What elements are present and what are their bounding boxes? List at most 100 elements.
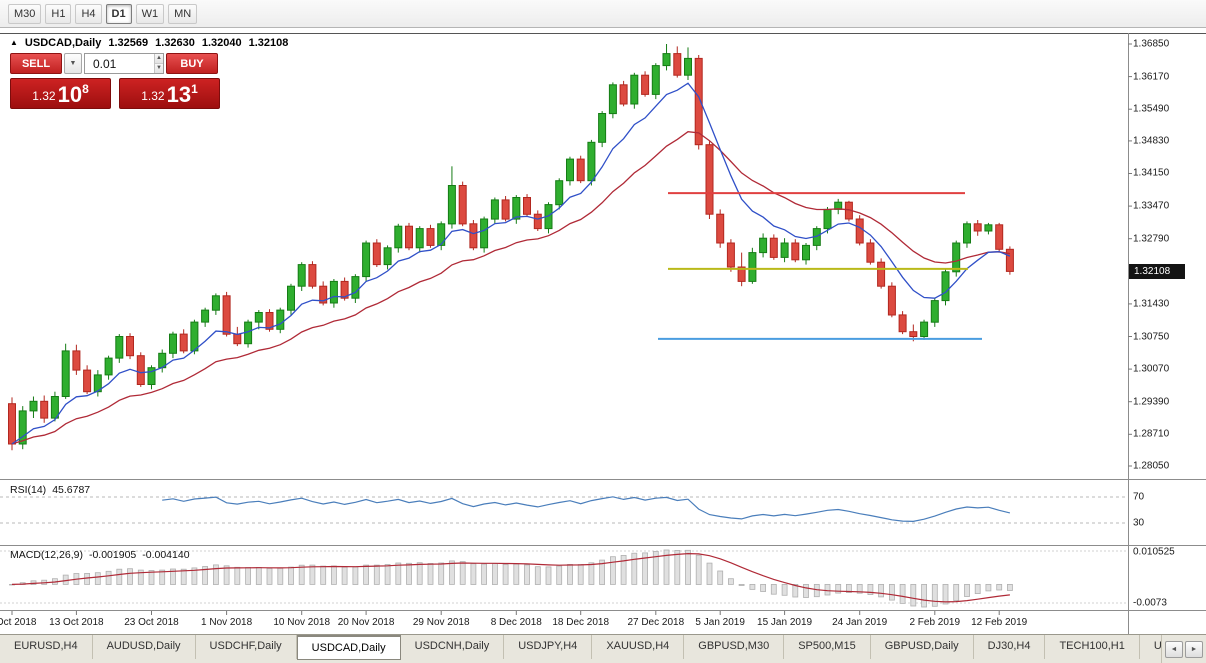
- tab-eurusd-h4[interactable]: EURUSD,H4: [0, 635, 93, 659]
- volume-stepper: ▲ ▼: [154, 54, 163, 73]
- candle: [780, 242, 789, 258]
- tab-audusd-daily[interactable]: AUDUSD,Daily: [93, 635, 196, 659]
- macd-histogram-bar: [159, 569, 166, 585]
- volume-decrease-button[interactable]: ▼: [155, 63, 163, 73]
- bid-price-box[interactable]: 1.32 10 8: [10, 78, 111, 109]
- candle: [169, 333, 177, 354]
- volume-input[interactable]: [85, 54, 154, 73]
- macd-histogram-bar: [170, 568, 176, 585]
- candle: [233, 333, 242, 345]
- sell-button[interactable]: SELL: [10, 53, 62, 74]
- candle: [726, 242, 735, 268]
- macd-histogram-bar: [470, 563, 477, 585]
- candle: [566, 158, 574, 182]
- candle: [598, 113, 607, 143]
- rsi-level-label: 30: [1133, 517, 1145, 529]
- time-axis-label: 2 Feb 2019: [909, 617, 961, 628]
- buy-button[interactable]: BUY: [166, 53, 218, 74]
- candle: [941, 271, 950, 302]
- macd-histogram-bar: [803, 584, 809, 598]
- tab-xauusd-h4[interactable]: XAUUSD,H4: [592, 635, 685, 659]
- tab-gbpusd-m30[interactable]: GBPUSD,M30: [684, 635, 785, 659]
- tab-usdcad-daily[interactable]: USDCAD,Daily: [296, 635, 401, 660]
- ask-pips: 13: [166, 82, 192, 107]
- macd-histogram-bar: [363, 564, 370, 585]
- tab-dj30-h4[interactable]: DJ30,H4: [974, 635, 1046, 659]
- price-tick-label: 1.30750: [1133, 331, 1170, 343]
- macd-histogram-bar: [835, 584, 842, 594]
- chart-tabs-strip: EURUSD,H4 AUDUSD,Daily USDCHF,Daily USDCAD,…: [0, 635, 1206, 663]
- ask-price-box[interactable]: 1.32 13 1: [119, 78, 220, 109]
- candle: [104, 357, 113, 376]
- volume-dropdown-button[interactable]: ▼: [64, 53, 82, 74]
- macd-histogram-bar: [770, 584, 777, 595]
- timeframe-button-h4[interactable]: H4: [75, 3, 102, 24]
- candle: [909, 331, 918, 338]
- candle: [555, 180, 564, 206]
- candle: [587, 141, 596, 182]
- macd-histogram-bar: [674, 550, 681, 585]
- tab-usdjpy-h4[interactable]: USDJPY,H4: [504, 635, 593, 659]
- macd-histogram-bar: [245, 567, 252, 585]
- timeframe-button-h1[interactable]: H1: [45, 3, 72, 24]
- ask-point: 1: [191, 82, 198, 96]
- tab-sp500-m15[interactable]: SP500,M15: [784, 635, 871, 659]
- macd-histogram-bar: [277, 567, 284, 585]
- tab-gbpusd-daily[interactable]: GBPUSD,Daily: [871, 635, 974, 659]
- candle: [576, 158, 585, 182]
- candle: [115, 336, 124, 359]
- tab-tech100-h1[interactable]: TECH100,H1: [1045, 635, 1140, 659]
- tab-usdchf-daily[interactable]: USDCHF,Daily: [196, 635, 297, 659]
- macd-histogram-bar: [577, 564, 584, 585]
- macd-histogram-bar: [116, 568, 123, 585]
- candle: [29, 400, 38, 412]
- tab-usdcnh-daily[interactable]: USDCNH,Daily: [401, 635, 505, 659]
- time-axis-label: 24 Jan 2019: [832, 617, 888, 628]
- macd-histogram-bar: [191, 567, 198, 585]
- candle: [759, 237, 768, 254]
- macd-histogram-bar: [717, 570, 724, 585]
- timeframe-button-d1[interactable]: D1: [105, 3, 132, 24]
- macd-histogram-bar: [974, 584, 981, 595]
- candle: [748, 252, 757, 282]
- time-axis-label: 8 Dec 2018: [490, 617, 542, 628]
- macd-histogram-bar: [567, 564, 573, 585]
- macd-histogram-bar: [180, 568, 187, 585]
- candle: [984, 224, 993, 232]
- candle: [952, 242, 961, 273]
- candle: [329, 280, 338, 304]
- candle: [287, 285, 295, 311]
- candle: [190, 321, 199, 352]
- macd-histogram-bar: [749, 584, 756, 590]
- macd-signal-line: [11, 552, 1010, 603]
- macd-histogram-bar: [320, 565, 327, 585]
- candle: [254, 312, 263, 323]
- candle: [126, 336, 134, 357]
- tab-scroll-left-button[interactable]: ◄: [1165, 641, 1183, 658]
- macd-histogram-bar: [599, 559, 605, 585]
- candle: [437, 223, 446, 246]
- macd-histogram-bar: [513, 563, 520, 585]
- macd-histogram-bar: [985, 584, 992, 592]
- macd-histogram-bar: [438, 562, 445, 585]
- timeframe-button-m30[interactable]: M30: [8, 3, 42, 24]
- macd-histogram-bar: [330, 565, 337, 585]
- macd-histogram-bar: [62, 574, 69, 585]
- macd-histogram-bar: [889, 584, 895, 601]
- macd-histogram-bar: [878, 584, 884, 598]
- time-axis-label: 12 Feb 2019: [971, 617, 1028, 628]
- macd-histogram-bar: [824, 584, 831, 596]
- tab-scroll-right-button[interactable]: ►: [1185, 641, 1203, 658]
- macd-histogram-bar: [105, 570, 112, 585]
- timeframe-button-mn[interactable]: MN: [168, 3, 198, 24]
- time-axis-label: 20 Nov 2018: [337, 617, 395, 628]
- volume-increase-button[interactable]: ▲: [155, 54, 163, 63]
- time-axis-label: 4 Oct 2018: [0, 617, 37, 628]
- macd-histogram-bar: [406, 562, 412, 585]
- chart-symbol-period: USDCAD,Daily: [24, 37, 102, 49]
- timeframe-toolbar: M30 H1 H4 D1 W1 MN: [0, 0, 1206, 28]
- candle: [383, 247, 392, 266]
- timeframe-button-w1[interactable]: W1: [135, 3, 165, 24]
